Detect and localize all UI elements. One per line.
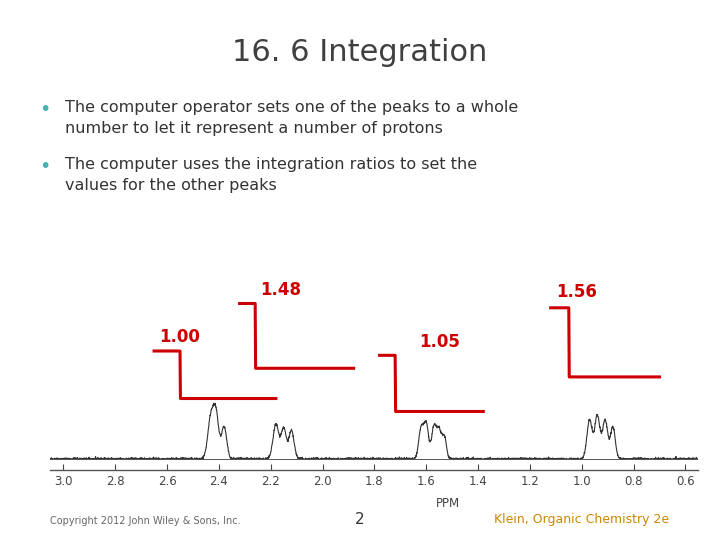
Text: 1.05: 1.05 (419, 333, 459, 350)
Text: 1.00: 1.00 (160, 328, 200, 346)
Text: The computer uses the integration ratios to set the
values for the other peaks: The computer uses the integration ratios… (65, 157, 477, 193)
Text: Copyright 2012 John Wiley & Sons, Inc.: Copyright 2012 John Wiley & Sons, Inc. (50, 516, 241, 526)
Text: •: • (40, 157, 51, 176)
Text: PPM: PPM (436, 497, 460, 510)
Text: 2: 2 (355, 511, 365, 526)
Text: Klein, Organic Chemistry 2e: Klein, Organic Chemistry 2e (495, 514, 670, 526)
Text: 1.48: 1.48 (261, 281, 302, 299)
Text: 16. 6 Integration: 16. 6 Integration (233, 38, 487, 67)
Text: 1.56: 1.56 (556, 283, 597, 301)
Text: The computer operator sets one of the peaks to a whole
number to let it represen: The computer operator sets one of the pe… (65, 100, 518, 136)
Text: •: • (40, 100, 51, 119)
